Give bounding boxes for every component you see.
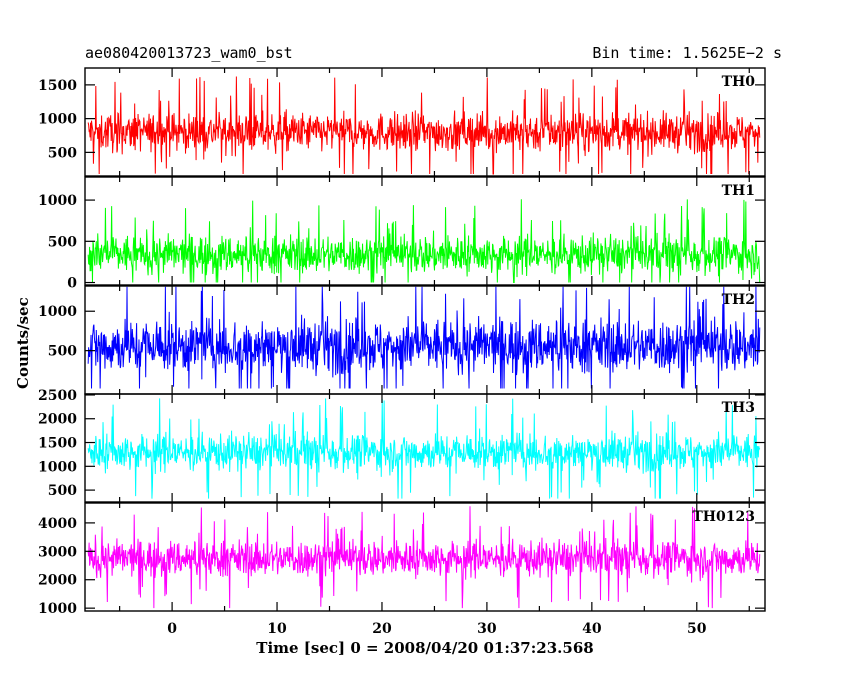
panel-frame-th0123: [84, 502, 766, 612]
panel-frame-th1: [84, 176, 766, 286]
series-th0123-line: [87, 506, 761, 609]
panel-label-th0123: TH0123: [692, 509, 755, 525]
y-tick-label: 1000: [38, 304, 77, 320]
x-tick-label: 0: [167, 621, 177, 637]
panel-label-th1: TH1: [722, 183, 755, 199]
series-th2-line: [87, 286, 761, 389]
y-tick-label: 500: [48, 344, 77, 360]
x-tick-label: 50: [687, 621, 707, 637]
panel-label-th2: TH2: [722, 292, 755, 308]
series-th3-line: [87, 398, 761, 499]
x-tick-label: 10: [267, 621, 287, 637]
y-tick-label: 1500: [38, 78, 77, 94]
y-tick-label: 1000: [38, 459, 77, 475]
panel-frame-th3: [84, 393, 766, 503]
y-tick-label: 4000: [38, 516, 77, 532]
y-tick-label: 3000: [38, 544, 77, 560]
y-tick-label: 1000: [38, 193, 77, 209]
x-axis-label: Time [sec] 0 = 2008/04/20 01:37:23.568: [256, 639, 594, 657]
y-tick-label: 1500: [38, 436, 77, 452]
y-tick-label: 0: [67, 276, 77, 292]
y-tick-label: 1000: [38, 601, 77, 617]
y-tick-label: 2500: [38, 388, 77, 404]
panel-label-th0: TH0: [722, 74, 756, 90]
y-tick-label: 2000: [38, 412, 77, 428]
chart-title: ae080420013723_wam0_bst: [85, 44, 293, 62]
panel-label-th3: TH3: [722, 400, 755, 416]
x-tick-label: 20: [372, 621, 392, 637]
series-th0-line: [87, 76, 761, 175]
bin-time-label: Bin time: 1.5625E−2 s: [592, 44, 782, 62]
x-tick-label: 40: [582, 621, 602, 637]
y-tick-label: 500: [48, 483, 77, 499]
y-tick-label: 500: [48, 234, 77, 250]
x-tick-label: 30: [477, 621, 497, 637]
y-tick-label: 1000: [38, 112, 77, 128]
series-th1-line: [87, 199, 761, 284]
y-tick-label: 500: [48, 145, 77, 161]
y-tick-label: 2000: [38, 573, 77, 589]
panel-frame-th0: [84, 67, 766, 177]
